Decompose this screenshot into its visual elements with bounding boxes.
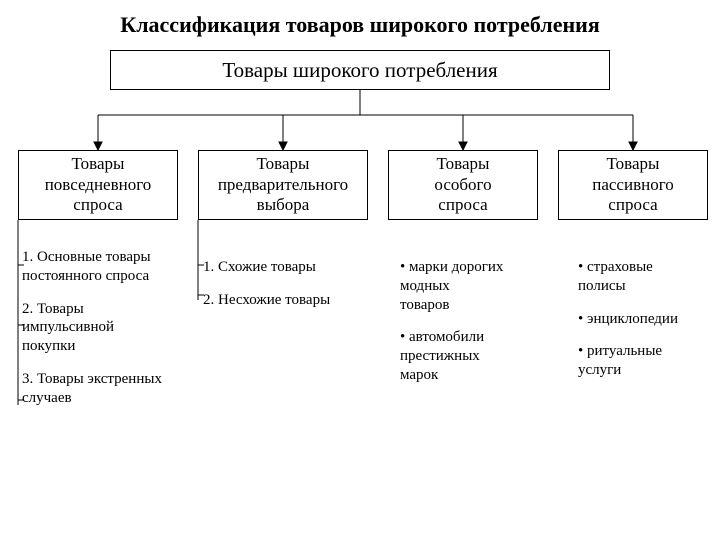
- list-item: 2. Товары импульсивной покупки: [22, 300, 197, 356]
- category-label: Товары пассивного спроса: [592, 154, 674, 215]
- list-item: 1. Схожие товары: [203, 258, 373, 277]
- list-item: • страховые полисы: [578, 258, 720, 296]
- list-passive: • страховые полисы • энциклопедии • риту…: [578, 258, 720, 394]
- list-item: • марки дорогих модных товаров: [400, 258, 560, 314]
- list-item: • ритуальные услуги: [578, 342, 720, 380]
- list-item: • энциклопедии: [578, 310, 720, 329]
- category-label: Товары предварительного выбора: [218, 154, 348, 215]
- list-everyday: 1. Основные товары постоянного спроса 2.…: [22, 248, 197, 421]
- category-everyday: Товары повседневного спроса: [18, 150, 178, 220]
- list-item: • автомобили престижных марок: [400, 328, 560, 384]
- category-passive: Товары пассивного спроса: [558, 150, 708, 220]
- root-label: Товары широкого потребления: [222, 58, 497, 83]
- category-preselection: Товары предварительного выбора: [198, 150, 368, 220]
- list-item: 1. Основные товары постоянного спроса: [22, 248, 197, 286]
- category-special: Товары особого спроса: [388, 150, 538, 220]
- root-node: Товары широкого потребления: [110, 50, 610, 90]
- list-item: 2. Несхожие товары: [203, 291, 373, 310]
- page-title: Классификация товаров широкого потреблен…: [0, 12, 720, 38]
- list-item: 3. Товары экстренных случаев: [22, 370, 197, 408]
- list-special: • марки дорогих модных товаров • автомоб…: [400, 258, 560, 399]
- category-label: Товары особого спроса: [434, 154, 491, 215]
- category-label: Товары повседневного спроса: [45, 154, 152, 215]
- list-preselection: 1. Схожие товары 2. Несхожие товары: [203, 258, 373, 324]
